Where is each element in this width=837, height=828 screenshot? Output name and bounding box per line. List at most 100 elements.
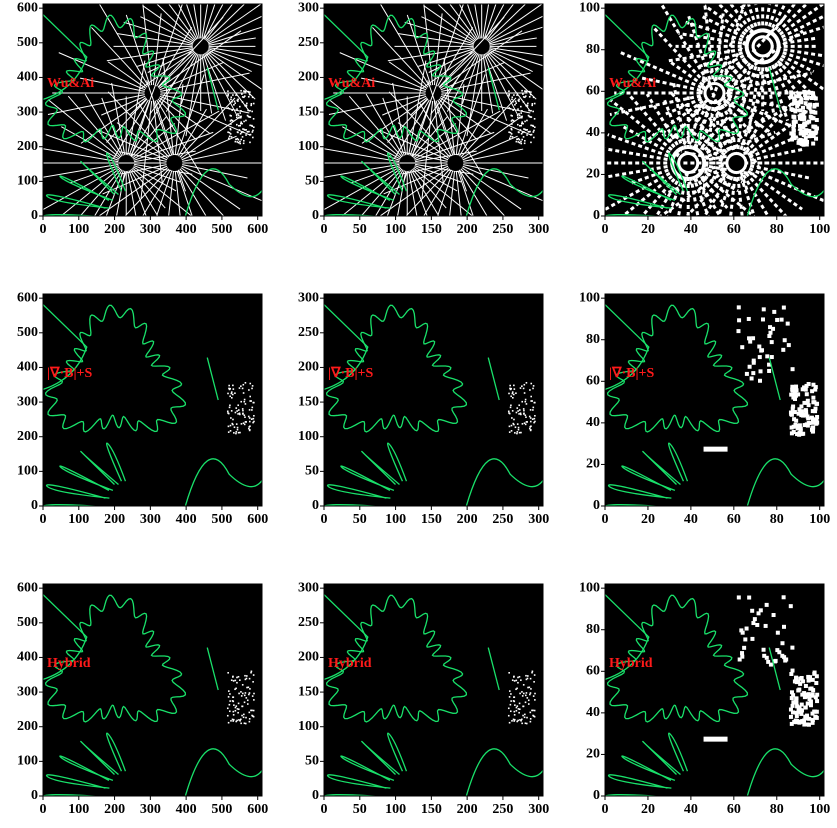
y-tick-label: 50 xyxy=(305,754,319,769)
speckle xyxy=(528,131,530,133)
y-tick-label: 20 xyxy=(586,747,600,762)
speckle xyxy=(238,117,240,119)
y-tick-label: 100 xyxy=(17,174,38,189)
speckle xyxy=(233,104,235,106)
speckle xyxy=(797,688,801,692)
panel-label: Hybrid xyxy=(609,656,653,671)
speckle xyxy=(525,95,527,97)
speckle xyxy=(251,710,253,712)
speckle xyxy=(795,696,799,700)
speckle xyxy=(530,417,532,419)
speckle xyxy=(233,704,235,706)
speckle xyxy=(530,400,532,402)
speckle xyxy=(508,411,510,413)
speckle xyxy=(532,111,534,113)
speckle xyxy=(512,679,514,681)
speckle xyxy=(522,93,524,95)
speckle xyxy=(737,318,741,322)
speckle xyxy=(239,129,241,131)
speckle xyxy=(510,700,512,702)
y-tick-label: 40 xyxy=(586,415,600,430)
x-tick-label: 40 xyxy=(684,802,698,817)
speckle xyxy=(753,617,757,621)
speckle xyxy=(529,694,531,696)
speckle xyxy=(251,409,253,411)
speckle xyxy=(793,119,797,123)
speckle xyxy=(230,425,232,427)
speckle xyxy=(521,719,523,721)
speckle xyxy=(245,692,247,694)
speckle xyxy=(513,394,515,396)
speckle xyxy=(238,125,240,127)
speckle xyxy=(797,138,801,142)
speckle xyxy=(249,718,251,720)
speckle xyxy=(252,407,254,409)
speckle xyxy=(237,131,239,133)
speckle xyxy=(510,710,512,712)
speckle xyxy=(242,388,244,390)
speckle xyxy=(517,720,519,722)
speckle xyxy=(532,125,534,127)
speckle xyxy=(513,385,515,387)
speckle xyxy=(743,637,747,641)
speckle xyxy=(791,135,795,139)
x-tick-label: 50 xyxy=(353,222,367,237)
speckle xyxy=(806,91,810,95)
speckle xyxy=(514,104,516,106)
panel-label: |∇·B|+S xyxy=(609,366,655,381)
speckle xyxy=(236,124,238,126)
speckle xyxy=(230,99,232,101)
speckle xyxy=(805,140,809,144)
speckle xyxy=(249,400,251,402)
speckle xyxy=(522,715,524,717)
speckle xyxy=(808,678,812,682)
speckle xyxy=(765,656,769,660)
speckle xyxy=(529,687,531,689)
speckle xyxy=(229,405,231,407)
speckle xyxy=(249,692,251,694)
speckle xyxy=(810,428,814,432)
speckle xyxy=(533,681,535,683)
x-tick-label: 20 xyxy=(641,512,655,527)
speckle xyxy=(253,118,255,120)
speckle xyxy=(792,430,796,434)
speckle xyxy=(235,705,237,707)
speckle xyxy=(236,410,238,412)
speckle xyxy=(530,421,532,423)
speckle xyxy=(525,91,527,93)
y-tick-label: 500 xyxy=(17,325,38,340)
speckle xyxy=(532,409,534,411)
speckle xyxy=(242,410,244,412)
speckle xyxy=(230,430,232,432)
speckle xyxy=(246,103,248,105)
speckle xyxy=(532,103,534,105)
x-tick-label: 200 xyxy=(104,512,125,527)
speckle xyxy=(513,719,515,721)
speckle xyxy=(512,410,514,412)
speckle xyxy=(789,95,793,99)
speckle xyxy=(240,139,242,141)
speckle xyxy=(232,394,234,396)
speckle xyxy=(512,119,514,121)
y-tick-label: 0 xyxy=(31,788,38,803)
speckle xyxy=(767,369,771,373)
speckle xyxy=(809,131,813,135)
speckle xyxy=(533,407,535,409)
speckle xyxy=(249,110,251,112)
speckle xyxy=(234,100,236,102)
speckle xyxy=(518,712,520,714)
y-tick-label: 0 xyxy=(31,208,38,223)
speckle xyxy=(704,447,728,452)
x-tick-label: 300 xyxy=(528,222,549,237)
x-tick-label: 300 xyxy=(140,222,161,237)
speckle xyxy=(523,101,525,103)
y-tick-label: 20 xyxy=(586,167,600,182)
speckle xyxy=(244,95,246,97)
speckle xyxy=(513,676,515,678)
speckle xyxy=(249,712,251,714)
speckle xyxy=(510,405,512,407)
panel-label: |∇·B|+S xyxy=(47,366,93,381)
speckle xyxy=(807,421,811,425)
speckle xyxy=(514,696,516,698)
x-tick-label: 150 xyxy=(421,802,442,817)
